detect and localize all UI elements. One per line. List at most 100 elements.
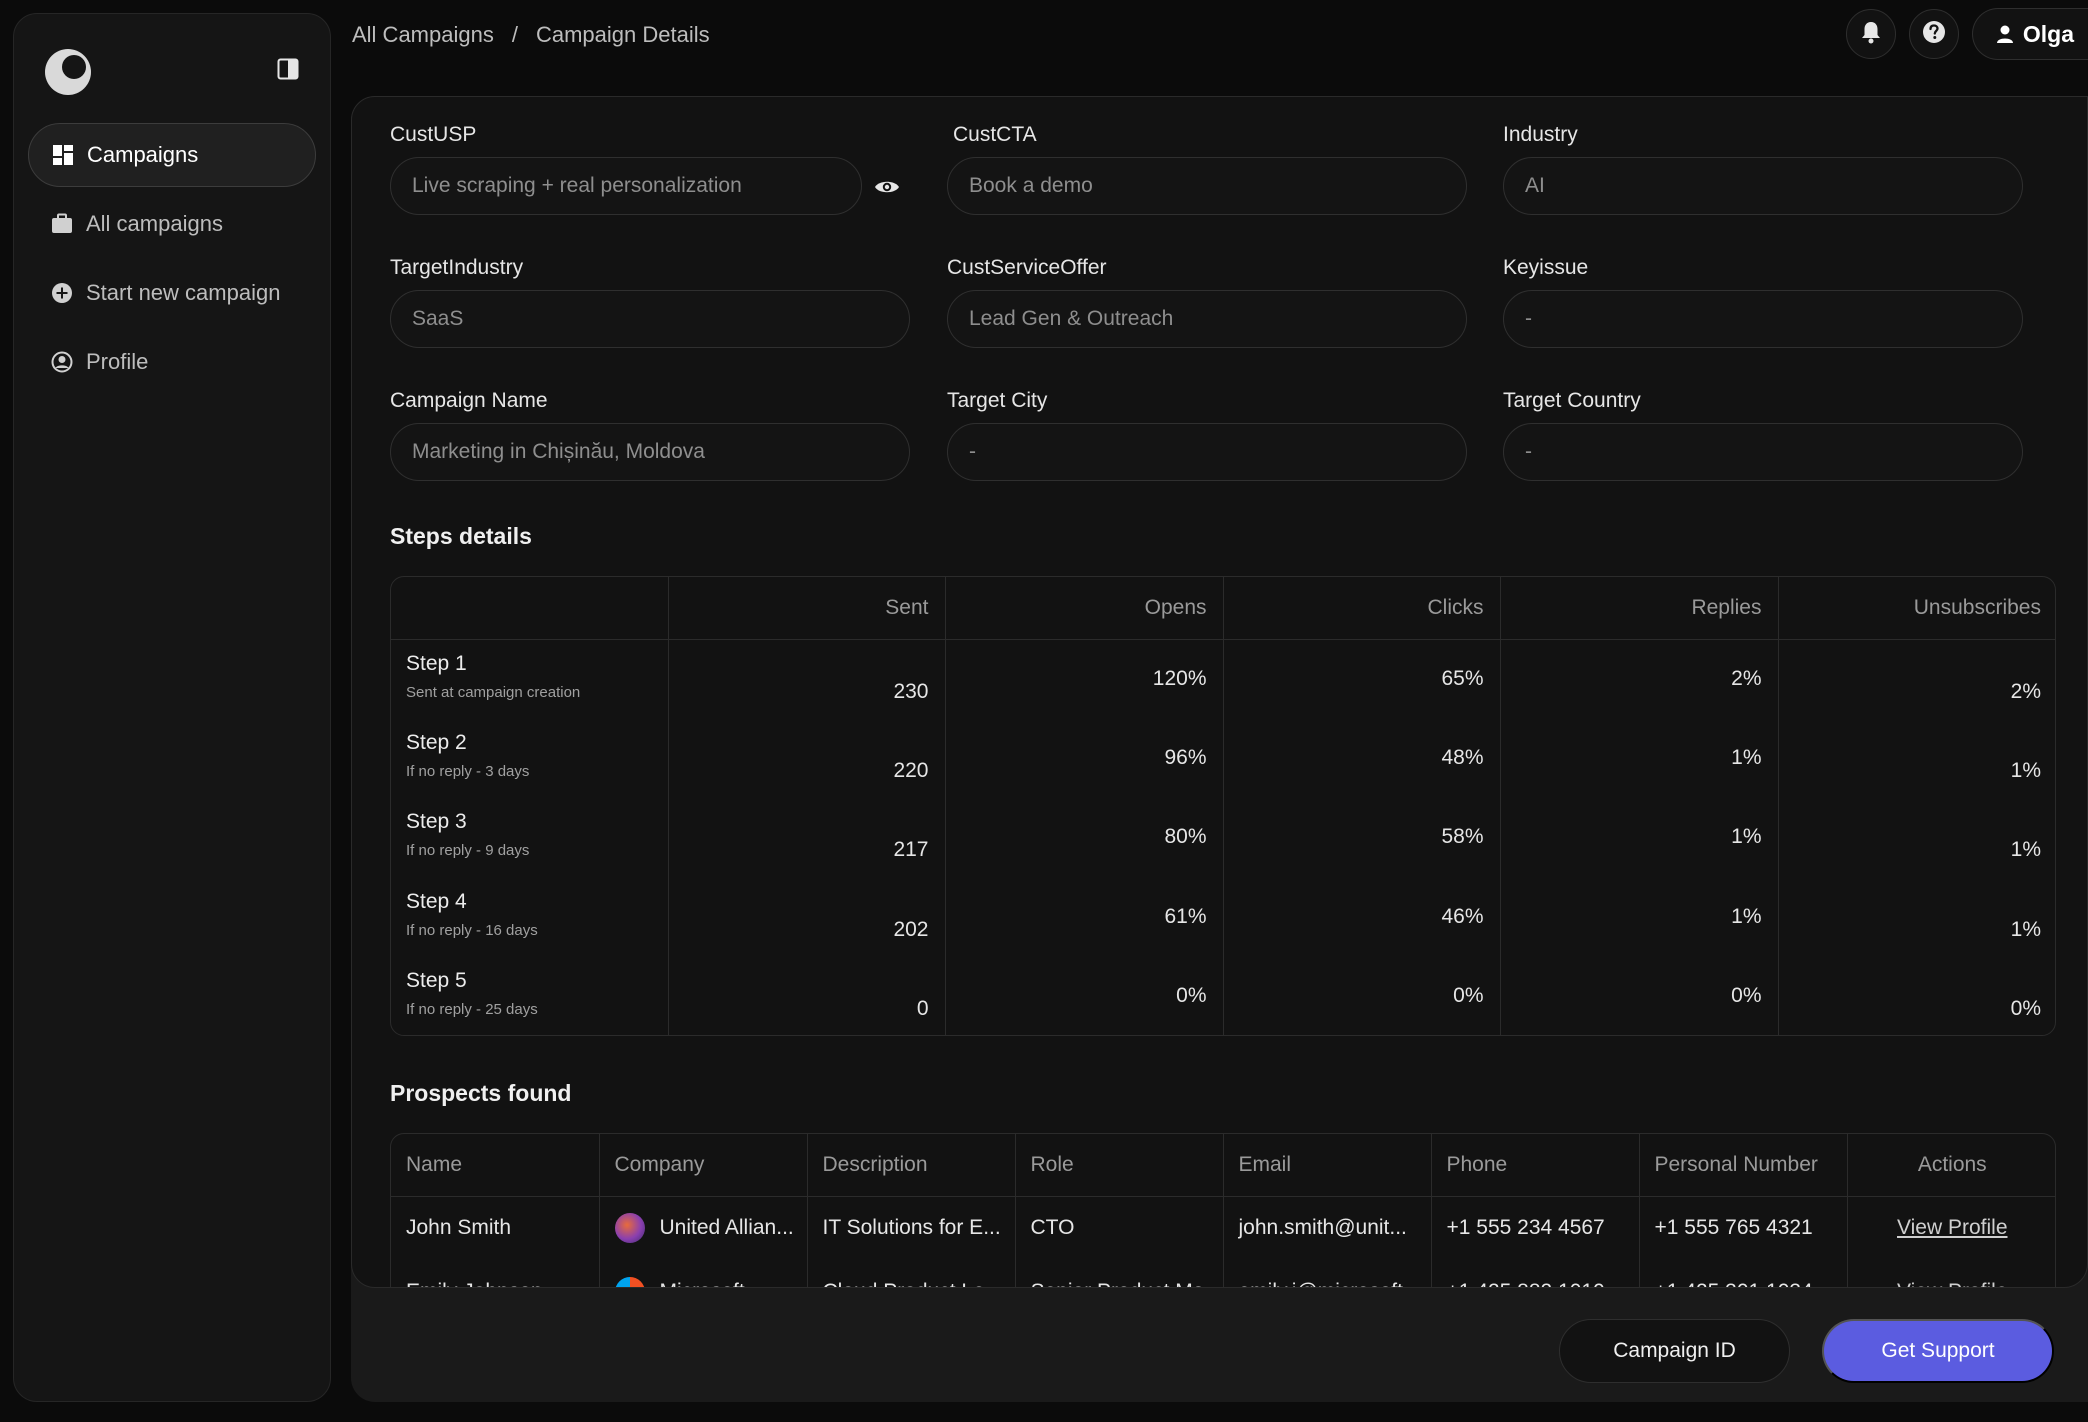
prospect-personal-number: +1 425 301 1034 [1638, 1260, 1847, 1287]
sidebar-item-campaigns[interactable]: Campaigns [28, 123, 316, 187]
breadcrumb-separator: / [511, 22, 518, 47]
step-name: Step 2 [406, 730, 467, 754]
campaign-name-input[interactable] [390, 423, 910, 481]
prospects-header-phone: Phone [1430, 1134, 1639, 1197]
prospect-personal-number: +1 555 765 4321 [1638, 1196, 1847, 1260]
view-profile-link[interactable]: View Profile [1897, 1280, 2008, 1287]
campaign-id-button[interactable]: Campaign ID [1559, 1319, 1790, 1383]
dashboard-icon [51, 143, 75, 167]
prospect-name: Emily Johnson [391, 1260, 599, 1287]
prospects-header-company: Company [598, 1134, 807, 1197]
step-unsubscribes: 1% [1777, 877, 2055, 958]
step-subtitle: If no reply - 3 days [406, 762, 530, 780]
step-clicks: 0% [1222, 957, 1500, 1035]
table-row: Step 3 If no reply - 9 days 217 80% 58% 1… [391, 798, 2055, 878]
steps-header-row: Sent Opens Clicks Replies Unsubscribes [391, 577, 2055, 640]
cust-cta-input[interactable] [947, 157, 1467, 215]
target-industry-input[interactable] [390, 290, 910, 348]
breadcrumb-all-campaigns[interactable]: All Campaigns [352, 22, 494, 47]
view-profile-link[interactable]: View Profile [1897, 1216, 2008, 1240]
sidebar-nav: Campaigns All campaigns [28, 123, 316, 399]
bell-icon [1860, 20, 1882, 49]
step-name: Step 5 [406, 969, 467, 993]
campaign-details-scroll[interactable]: CustUSP CustCTA Industry TargetIndustry … [351, 96, 2088, 1288]
breadcrumb-current: Campaign Details [535, 22, 710, 47]
industry-input[interactable] [1503, 157, 2023, 215]
prospect-description: Cloud Product Le... [806, 1260, 1015, 1287]
steps-header-clicks: Clicks [1222, 577, 1500, 640]
cust-cta-label: CustCTA [953, 123, 1037, 146]
target-city-input[interactable] [947, 423, 1467, 481]
user-circle-icon [50, 350, 74, 374]
table-row: Emily Johnson Microsoft Cloud Product Le… [391, 1260, 2055, 1287]
sidebar-item-all-campaigns[interactable]: All campaigns [28, 192, 316, 256]
key-issue-input[interactable] [1503, 290, 2023, 348]
notifications-button[interactable] [1845, 9, 1896, 59]
prospect-phone: +1 425 882 1010 [1430, 1260, 1639, 1287]
step-clicks: 65% [1222, 639, 1500, 719]
step-name: Step 4 [406, 889, 467, 913]
steps-header-opens: Opens [944, 577, 1223, 640]
cust-usp-input[interactable] [390, 157, 862, 215]
prospects-header-email: Email [1222, 1134, 1431, 1197]
step-sent: 217 [667, 798, 945, 878]
table-row: Step 4 If no reply - 16 days 202 61% 46% … [391, 877, 2055, 958]
prospects-header-actions: Actions [1846, 1134, 2055, 1197]
step-unsubscribes: 1% [1777, 798, 2055, 878]
prospect-phone: +1 555 234 4567 [1430, 1196, 1639, 1260]
step-clicks: 58% [1222, 798, 1500, 878]
cust-service-offer-input[interactable] [947, 290, 1467, 348]
target-country-input[interactable] [1503, 423, 2023, 481]
prospects-header-description: Description [806, 1134, 1015, 1197]
step-unsubscribes: 1% [1777, 718, 2055, 799]
prospect-actions: View Profile [1846, 1260, 2055, 1287]
prospects-header-name: Name [391, 1134, 599, 1197]
main-panel: CustUSP CustCTA Industry TargetIndustry … [351, 96, 2088, 1402]
step-replies: 1% [1499, 798, 1778, 878]
briefcase-icon [50, 212, 74, 236]
industry-label: Industry [1503, 123, 1578, 146]
cust-usp-label: CustUSP [390, 123, 477, 146]
sidebar: Campaigns All campaigns [13, 13, 331, 1402]
app-logo[interactable] [33, 37, 103, 107]
company-name: United Allian... [659, 1216, 794, 1240]
step-replies: 1% [1499, 718, 1778, 799]
steps-header-unsubscribes: Unsubscribes [1777, 577, 2055, 640]
step-sent: 220 [667, 718, 945, 799]
step-replies: 1% [1499, 877, 1778, 958]
step-subtitle: Sent at campaign creation [406, 683, 581, 701]
step-subtitle: If no reply - 9 days [406, 842, 530, 860]
company-name: Microsoft [660, 1280, 745, 1287]
prospect-email: john.smith@unit... [1222, 1196, 1431, 1260]
sidebar-item-profile[interactable]: Profile [28, 330, 316, 394]
steps-header-empty [391, 577, 668, 640]
step-subtitle: If no reply - 25 days [406, 1001, 538, 1019]
step-opens: 120% [944, 639, 1223, 719]
cust-service-offer-label: CustServiceOffer [947, 256, 1107, 279]
get-support-button[interactable]: Get Support [1822, 1319, 2054, 1383]
prospects-header-personal-number: Personal Number [1638, 1134, 1847, 1197]
user-icon [1995, 24, 2015, 44]
prospects-header-role: Role [1014, 1134, 1223, 1197]
step-replies: 2% [1499, 639, 1778, 719]
prospects-table: Name Company Description Role Email Phon… [390, 1133, 2056, 1287]
help-icon [1922, 20, 1946, 49]
step-replies: 0% [1499, 957, 1778, 1035]
help-button[interactable] [1908, 9, 1959, 59]
user-menu-button[interactable]: Olga [1971, 8, 2088, 60]
table-row: Step 5 If no reply - 25 days 0 0% 0% 0% 0… [391, 957, 2055, 1035]
eye-icon[interactable] [873, 173, 901, 201]
prospect-company: United Allian... [598, 1196, 807, 1260]
prospect-role: Senior Product Ma... [1014, 1260, 1223, 1287]
sidebar-item-start-new-campaign[interactable]: Start new campaign [28, 261, 316, 325]
campaign-name-label: Campaign Name [390, 389, 548, 412]
step-sent: 230 [667, 639, 945, 719]
step-opens: 0% [944, 957, 1223, 1035]
step-cell: Step 2 If no reply - 3 days [391, 719, 668, 799]
step-cell: Step 4 If no reply - 16 days [391, 878, 668, 958]
step-sent: 202 [667, 877, 945, 958]
sidebar-collapse-icon[interactable] [273, 54, 303, 84]
step-opens: 80% [944, 798, 1223, 878]
sidebar-item-label: All campaigns [86, 211, 223, 236]
target-city-label: Target City [947, 389, 1048, 412]
